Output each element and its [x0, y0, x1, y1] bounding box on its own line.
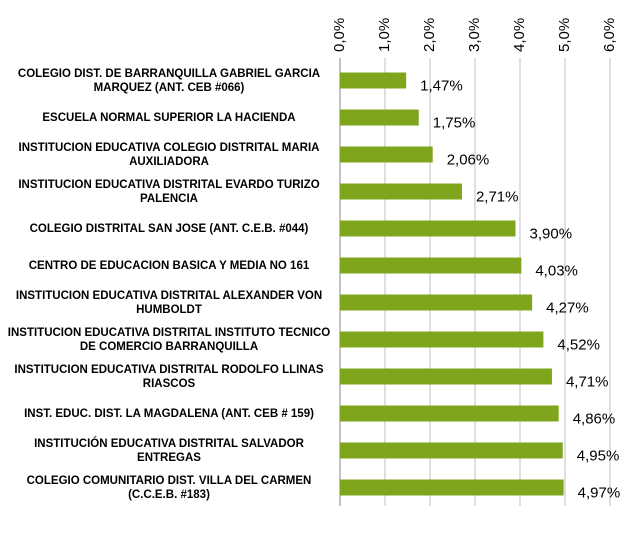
category-label: INSTITUCION EDUCATIVA DISTRITAL INSTITUT… [7, 326, 331, 353]
bar [340, 405, 559, 422]
data-label: 3,90% [530, 225, 573, 242]
data-label: 1,75% [433, 114, 476, 131]
bar [340, 72, 407, 89]
category-label: COLEGIO COMUNITARIO DIST. VILLA DEL CARM… [26, 474, 312, 501]
data-label: 4,86% [573, 410, 616, 427]
bar [340, 442, 563, 459]
category-label: INSTITUCIÓN EDUCATIVA DISTRITAL SALVADOR… [34, 437, 304, 464]
category-label: INSTITUCION EDUCATIVA DISTRITAL ALEXANDE… [15, 289, 323, 316]
bar [340, 257, 522, 274]
x-tick-label: 2,0% [421, 18, 438, 52]
data-label: 2,71% [476, 188, 519, 205]
x-tick-label: 4,0% [511, 18, 528, 52]
category-label: COLEGIO DIST. DE BARRANQUILLA GABRIEL GA… [17, 67, 321, 94]
bar [340, 294, 533, 311]
x-tick-label: 1,0% [376, 18, 393, 52]
x-tick-label: 3,0% [466, 18, 483, 52]
category-label: INST. EDUC. DIST. LA MAGDALENA (ANT. CEB… [24, 407, 314, 420]
category-label: INSTITUCION EDUCATIVA COLEGIO DISTRITAL … [18, 141, 320, 168]
data-label: 4,27% [546, 299, 589, 316]
data-label: 2,06% [447, 151, 490, 168]
x-tick-label: 6,0% [601, 18, 618, 52]
category-label: INSTITUCION EDUCATIVA DISTRITAL RODOLFO … [14, 363, 324, 390]
category-label: COLEGIO DISTRITAL SAN JOSE (ANT. C.E.B. … [29, 222, 309, 235]
data-label: 1,47% [420, 77, 463, 94]
bar [340, 146, 433, 163]
x-tick-label: 5,0% [556, 18, 573, 52]
category-label: ESCUELA NORMAL SUPERIOR LA HACIENDA [42, 111, 296, 124]
bar [340, 479, 564, 496]
category-label: CENTRO DE EDUCACION BASICA Y MEDIA NO 16… [28, 259, 310, 272]
bar [340, 220, 516, 237]
x-tick-label: 0,0% [331, 18, 348, 52]
data-label: 4,03% [535, 262, 578, 279]
data-label: 4,52% [557, 336, 600, 353]
data-label: 4,97% [578, 484, 621, 501]
bar [340, 331, 544, 348]
bar [340, 183, 462, 200]
data-label: 4,71% [566, 373, 609, 390]
bar [340, 368, 552, 385]
data-label: 4,95% [577, 447, 620, 464]
bar [340, 109, 419, 126]
category-label: INSTITUCION EDUCATIVA DISTRITAL EVARDO T… [18, 178, 320, 205]
